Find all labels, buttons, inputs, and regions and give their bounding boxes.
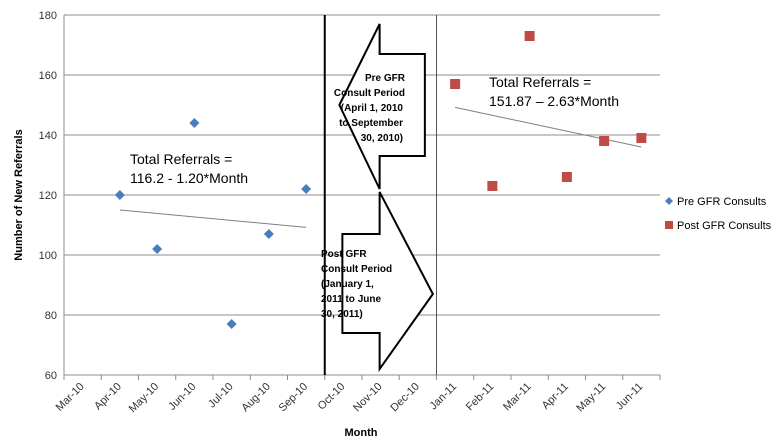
post-period-arrow (341, 191, 435, 373)
y-tick-label: 180 (39, 10, 57, 22)
post-equation-text: 151.87 – 2.63*Month (489, 93, 619, 109)
x-tick-label: Jun-11 (614, 381, 646, 413)
post-equation-text: Total Referrals = (489, 74, 591, 90)
data-points (114, 31, 647, 329)
y-tick-label: 140 (39, 130, 57, 142)
post-arrow-text-line: Consult Period (321, 264, 392, 275)
pre-period-arrow (338, 23, 426, 190)
post-arrow-text-line: 30, 2011) (321, 309, 363, 320)
pre-gfr-point (263, 229, 274, 239)
x-axis-title: Month (345, 427, 378, 439)
pre-equation-text: 116.2 - 1.20*Month (130, 170, 248, 186)
x-tick-label: Nov-10 (351, 381, 385, 415)
pre-arrow-text-line: to September (339, 118, 403, 129)
post-gfr-point (524, 31, 535, 41)
pre-trendline (119, 209, 307, 228)
x-tick-label: Dec-10 (388, 381, 422, 415)
x-tick-label: Feb-11 (464, 381, 497, 414)
post-gfr-point (487, 181, 498, 191)
x-tick-label: Oct-10 (316, 381, 348, 413)
legend-label: Post GFR Consults (677, 220, 771, 232)
pre-gfr-point (152, 244, 163, 254)
y-tick-label: 120 (39, 190, 57, 202)
legend-label: Pre GFR Consults (677, 196, 767, 208)
x-tick-label: Jul-10 (206, 381, 236, 411)
post-gfr-point (561, 172, 572, 182)
x-tick-label: Sep-10 (277, 381, 311, 415)
pre-equation-text: Total Referrals = (130, 151, 232, 167)
legend-marker-pre (665, 197, 673, 205)
period-arrows: Pre GFR Consult Period (April 1, 2010 to Se… (321, 15, 437, 375)
x-tick-label: Jun-10 (166, 381, 198, 413)
pre-gfr-point (189, 118, 200, 128)
x-tick-label: Apr-11 (540, 381, 571, 412)
pre-arrow-text-line: Consult Period (334, 88, 405, 99)
pre-gfr-point (301, 184, 312, 194)
x-tick-label: Jan-11 (428, 381, 460, 413)
post-gfr-point (450, 79, 461, 89)
pre-arrow-text-line: Pre GFR (365, 73, 406, 84)
pre-gfr-point (226, 319, 237, 329)
post-trendline (455, 106, 642, 148)
pre-gfr-point (114, 190, 125, 200)
annotations: Total Referrals = 116.2 - 1.20*Month Total… (130, 74, 619, 186)
post-arrow-text-line: (January 1, (321, 279, 374, 290)
legend-marker-post (665, 221, 673, 229)
trendlines (119, 106, 642, 228)
y-axis-title: Number of New Referrals (13, 129, 25, 260)
post-gfr-point (599, 136, 610, 146)
x-tick-label: May-10 (127, 381, 161, 415)
x-tick-label: Apr-10 (92, 381, 124, 413)
legend: Pre GFR Consults Post GFR Consults (665, 196, 771, 232)
pre-arrow-text-line: 30, 2010) (361, 133, 403, 144)
x-tick-label: Mar-10 (54, 381, 87, 414)
x-tick-label: Mar-11 (501, 381, 534, 414)
post-gfr-point (636, 133, 647, 143)
y-tick-label: 60 (45, 370, 57, 382)
x-tick-label: May-11 (574, 381, 608, 415)
y-tick-label: 80 (45, 310, 57, 322)
x-tick-label: Aug-10 (239, 381, 273, 415)
y-tick-label: 160 (39, 70, 57, 82)
y-tick-label: 100 (39, 250, 57, 262)
post-arrow-text-line: Post GFR (321, 249, 367, 260)
post-arrow-text-line: 2011 to June (321, 294, 381, 305)
pre-arrow-text-line: (April 1, 2010 (341, 103, 404, 114)
